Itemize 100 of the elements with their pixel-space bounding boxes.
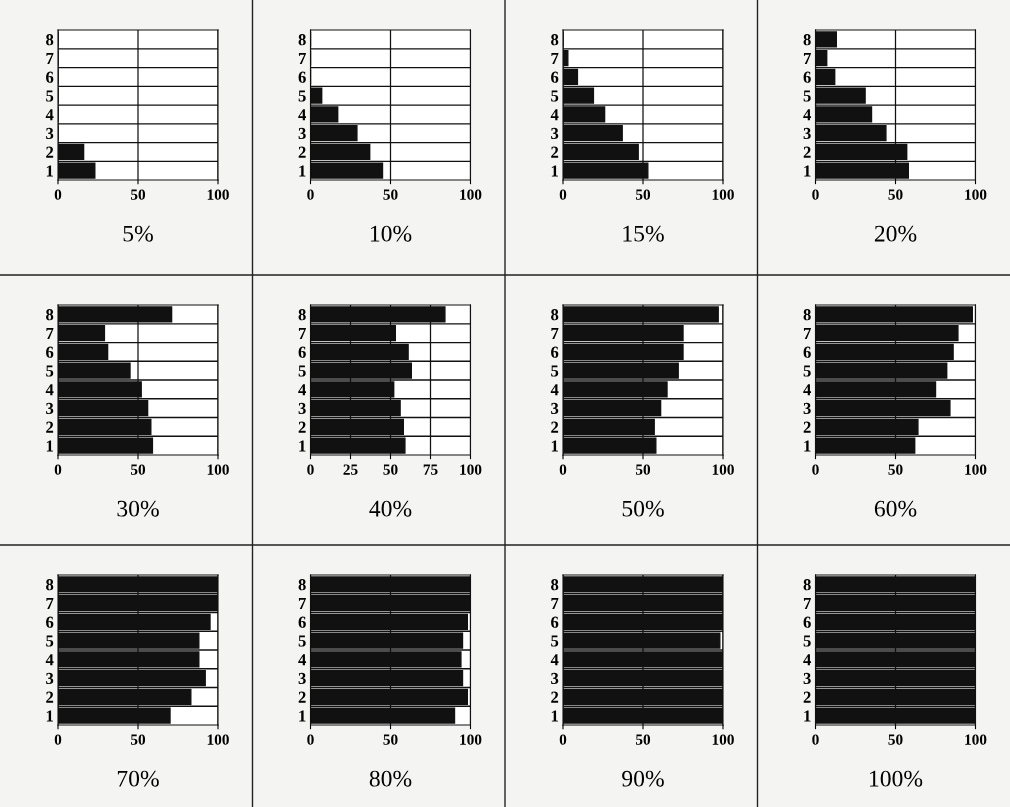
y-tick-label: 3: [298, 402, 306, 415]
y-tick-label: 7: [803, 327, 811, 339]
y-tick-label: 8: [551, 34, 559, 46]
y-tick-label: 2: [803, 421, 811, 433]
x-tick-label: 100: [460, 464, 482, 475]
x-tick-label: 0: [559, 734, 567, 745]
text: 60%: [874, 500, 917, 517]
y-tick-label: 8: [46, 34, 54, 46]
x-tick-label: 100: [712, 189, 734, 200]
x-tick-label: 0: [559, 464, 567, 475]
y-tick-label: 1: [804, 165, 811, 177]
x-tick-label: 100: [965, 734, 987, 745]
x-tick-label: 25: [343, 464, 358, 475]
y-tick-label: 4: [550, 384, 559, 396]
y-tick-label: 8: [551, 579, 559, 591]
x-tick-label: 0: [812, 189, 819, 200]
y-tick-label: 5: [803, 635, 811, 647]
x-tick-label: 100: [712, 734, 734, 745]
y-tick-label: 1: [299, 165, 306, 177]
y-tick-label: 6: [298, 616, 306, 628]
x-tick-label: 50: [888, 464, 903, 475]
x-tick-label: 100: [965, 464, 987, 475]
y-tick-label: 8: [298, 34, 306, 46]
y-tick-label: 3: [803, 127, 811, 140]
y-tick-label: 1: [46, 710, 53, 722]
y-tick-label: 7: [298, 327, 306, 339]
y-tick-label: 5: [803, 365, 811, 377]
y-tick-label: 7: [551, 52, 559, 64]
text: 5%: [123, 225, 153, 242]
x-tick-label: 0: [54, 464, 62, 475]
y-tick-label: 1: [299, 440, 306, 452]
y-tick-label: 1: [804, 440, 811, 452]
text: 80%: [369, 770, 412, 787]
y-tick-label: 6: [551, 616, 559, 628]
y-tick-label: 7: [46, 597, 54, 609]
x-tick-label: 100: [207, 734, 229, 745]
x-tick-label: 0: [54, 734, 62, 745]
text: 50%: [622, 500, 664, 517]
y-tick-label: 2: [46, 691, 54, 703]
y-tick-label: 2: [298, 691, 306, 703]
y-tick-label: 2: [46, 146, 54, 158]
y-tick-label: 4: [298, 384, 307, 396]
y-tick-label: 8: [46, 309, 54, 321]
y-tick-label: 5: [46, 635, 54, 647]
y-tick-label: 4: [550, 109, 559, 121]
y-tick-label: 6: [46, 616, 54, 628]
x-tick-label: 100: [207, 464, 229, 475]
x-tick-label: 0: [307, 189, 314, 200]
y-tick-label: 1: [551, 440, 558, 452]
x-tick-label: 50: [635, 734, 651, 745]
x-tick-label: 0: [559, 189, 567, 200]
y-tick-label: 7: [803, 52, 811, 64]
y-tick-label: 4: [45, 654, 54, 666]
y-tick-label: 6: [46, 71, 54, 83]
x-tick-label: 100: [965, 189, 987, 200]
y-tick-label: 8: [298, 579, 306, 591]
x-tick-label: 100: [207, 189, 229, 200]
y-tick-label: 2: [551, 691, 559, 703]
y-tick-label: 6: [803, 346, 811, 358]
y-tick-label: 4: [803, 654, 812, 666]
text: 10%: [370, 225, 412, 242]
y-tick-label: 7: [803, 597, 811, 609]
y-tick-label: 7: [298, 52, 306, 64]
x-tick-label: 50: [130, 464, 146, 475]
x-tick-label: 50: [635, 189, 651, 200]
y-tick-label: 5: [551, 635, 559, 647]
y-tick-label: 4: [45, 384, 54, 396]
y-tick-label: 3: [298, 127, 306, 140]
x-tick-label: 50: [130, 189, 146, 200]
y-tick-label: 1: [46, 440, 53, 452]
x-tick-label: 100: [460, 734, 482, 745]
y-tick-label: 3: [46, 672, 54, 685]
y-tick-label: 2: [551, 421, 559, 433]
y-tick-label: 3: [551, 672, 559, 685]
x-tick-label: 50: [383, 189, 398, 200]
y-tick-label: 4: [550, 654, 559, 666]
y-tick-label: 8: [803, 34, 811, 46]
x-tick-label: 50: [130, 734, 146, 745]
y-tick-label: 1: [299, 710, 306, 722]
y-tick-label: 6: [298, 346, 306, 358]
x-tick-label: 50: [383, 464, 398, 475]
y-tick-label: 8: [298, 309, 306, 321]
text: 15%: [623, 225, 664, 242]
x-tick-label: 100: [712, 464, 734, 475]
y-tick-label: 3: [551, 402, 559, 415]
y-tick-label: 5: [46, 365, 54, 377]
y-tick-label: 6: [298, 71, 306, 83]
y-tick-label: 6: [46, 346, 54, 358]
y-tick-label: 7: [551, 327, 559, 339]
x-tick-label: 100: [460, 189, 482, 200]
y-tick-label: 5: [298, 90, 306, 102]
y-tick-label: 2: [298, 421, 306, 433]
y-tick-label: 6: [803, 71, 811, 83]
y-tick-label: 6: [551, 71, 559, 83]
y-tick-label: 2: [803, 146, 811, 158]
y-tick-label: 3: [46, 402, 54, 415]
x-tick-label: 50: [635, 464, 651, 475]
y-tick-label: 7: [298, 597, 306, 609]
text: 100%: [870, 770, 923, 787]
y-tick-label: 4: [803, 109, 812, 121]
